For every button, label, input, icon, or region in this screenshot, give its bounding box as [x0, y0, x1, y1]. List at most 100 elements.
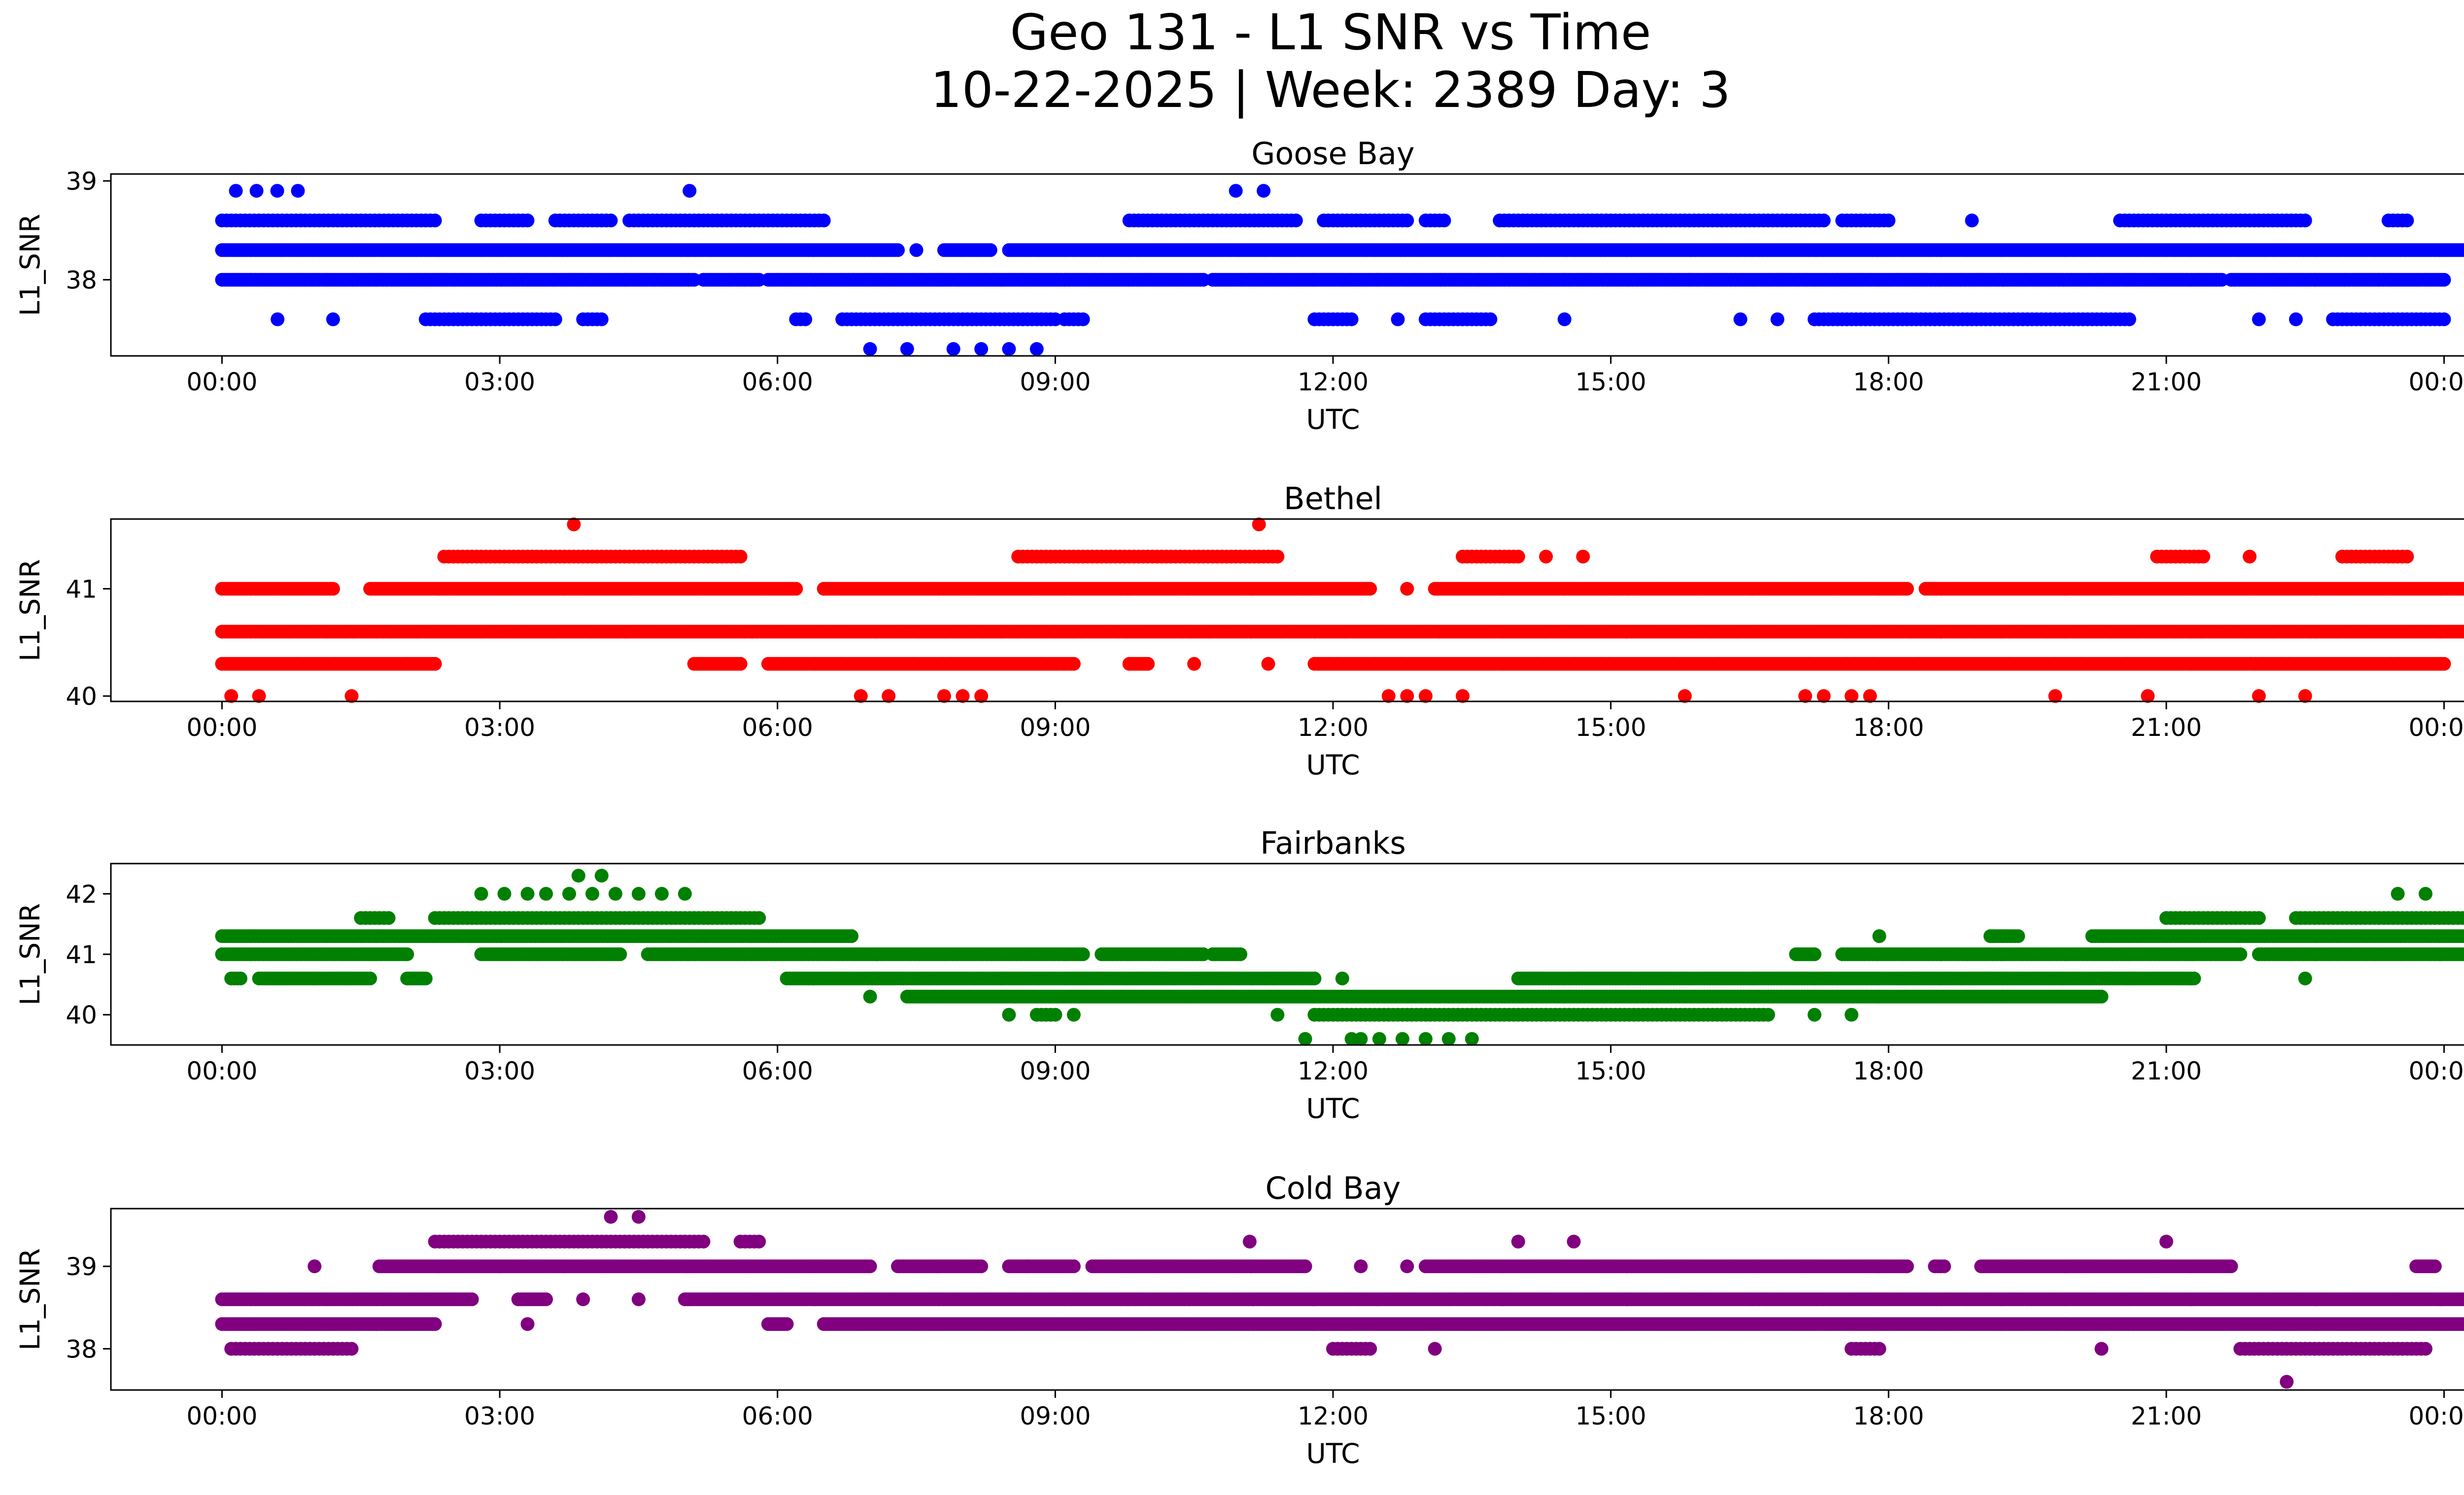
x-tick-label: 00:00: [186, 368, 257, 396]
x-tick-label: 03:00: [464, 368, 535, 396]
x-tick-label: 00:00: [2408, 368, 2464, 396]
data-point: [2437, 273, 2451, 287]
x-tick-label: 06:00: [742, 368, 813, 396]
panel-title-bethel: Bethel: [1284, 481, 1382, 517]
x-tick-label: 09:00: [1020, 713, 1091, 742]
data-point: [381, 911, 396, 925]
axes-frame-goose-bay: [110, 173, 2464, 357]
data-point: [567, 517, 581, 531]
data-point: [249, 184, 264, 198]
data-point: [654, 887, 669, 901]
x-tick-label: 18:00: [1853, 713, 1924, 742]
data-point: [733, 550, 748, 564]
data-point: [974, 342, 989, 356]
data-point: [2400, 550, 2414, 564]
data-point: [474, 887, 488, 901]
data-point: [983, 243, 997, 257]
data-point: [2252, 312, 2266, 326]
data-point: [594, 312, 609, 326]
data-point: [2243, 550, 2257, 564]
data-point: [1289, 213, 1303, 228]
data-point: [1257, 184, 1271, 198]
data-point: [1882, 213, 1896, 228]
x-tick-label: 12:00: [1298, 368, 1369, 396]
y-tick-label: 41: [66, 575, 97, 603]
data-point: [2437, 657, 2451, 671]
data-point: [683, 184, 697, 198]
data-point: [1539, 550, 1553, 564]
data-point: [1770, 312, 1784, 326]
data-point: [2391, 887, 2405, 901]
y-tick-label: 40: [66, 682, 97, 711]
data-point: [631, 887, 646, 901]
data-point: [608, 887, 622, 901]
x-tick-label: 06:00: [742, 713, 813, 742]
data-point: [752, 911, 766, 925]
data-point: [1066, 657, 1081, 671]
data-point: [562, 887, 576, 901]
scatter-series-goose-bay: [215, 184, 2464, 356]
data-point: [1733, 312, 1747, 326]
data-point: [863, 342, 877, 356]
data-point: [1029, 342, 1044, 356]
data-point: [2196, 550, 2211, 564]
x-tick-label: 21:00: [2131, 368, 2202, 396]
data-point: [1483, 312, 1498, 326]
figure-title-line1: Geo 131 - L1 SNR vs Time: [1010, 3, 1651, 61]
data-point: [1076, 312, 1090, 326]
panel-title-fairbanks: Fairbanks: [1260, 825, 1406, 861]
x-tick-label: 00:00: [2408, 713, 2464, 742]
data-point: [798, 312, 813, 326]
data-point: [585, 887, 599, 901]
figure-title-line2: 10-22-2025 | Week: 2389 Day: 3: [930, 61, 1730, 119]
data-point: [1816, 213, 1831, 228]
data-point: [733, 657, 748, 671]
x-tick-label: 03:00: [464, 713, 535, 742]
x-tick-label: 00:00: [186, 713, 257, 742]
data-point: [1400, 582, 1414, 596]
x-tick-label: 12:00: [1298, 713, 1369, 742]
data-point: [291, 184, 305, 198]
data-point: [326, 582, 340, 596]
data-point: [2460, 244, 2464, 256]
data-point: [271, 312, 285, 326]
data-point: [1141, 657, 1155, 671]
data-point: [270, 184, 284, 198]
y-tick-label: 39: [66, 167, 97, 196]
data-point: [229, 184, 243, 198]
x-tick-label: 21:00: [2131, 713, 2202, 742]
data-point: [1511, 550, 1525, 564]
data-point: [2122, 312, 2136, 326]
data-point: [1229, 184, 1243, 198]
data-point: [428, 213, 442, 228]
data-point: [1363, 582, 1377, 596]
x-tick-label: 18:00: [1853, 368, 1924, 396]
data-point: [946, 342, 960, 356]
axes-frame-bethel: [110, 518, 2464, 702]
data-point: [1900, 582, 1914, 596]
data-point: [1344, 312, 1359, 326]
data-point: [1187, 657, 1201, 671]
data-point: [909, 243, 924, 257]
data-point: [520, 887, 535, 901]
panel-title-goose-bay: Goose Bay: [1251, 136, 1414, 172]
data-point: [1576, 550, 1590, 564]
x-axis-label: UTC: [1306, 404, 1360, 435]
scatter-series-fairbanks: [215, 869, 2464, 1046]
data-point: [2437, 312, 2451, 326]
data-point: [1437, 213, 1451, 228]
y-axis-label: L1_SNR: [14, 559, 46, 661]
data-point: [789, 582, 803, 596]
data-point: [1400, 213, 1414, 228]
data-point: [497, 887, 512, 901]
data-point: [1557, 312, 1572, 326]
data-point: [1002, 342, 1016, 356]
data-point: [1252, 517, 1266, 531]
x-axis-label: UTC: [1306, 749, 1360, 781]
data-point: [594, 869, 609, 883]
data-point: [817, 213, 831, 228]
data-point: [548, 312, 562, 326]
